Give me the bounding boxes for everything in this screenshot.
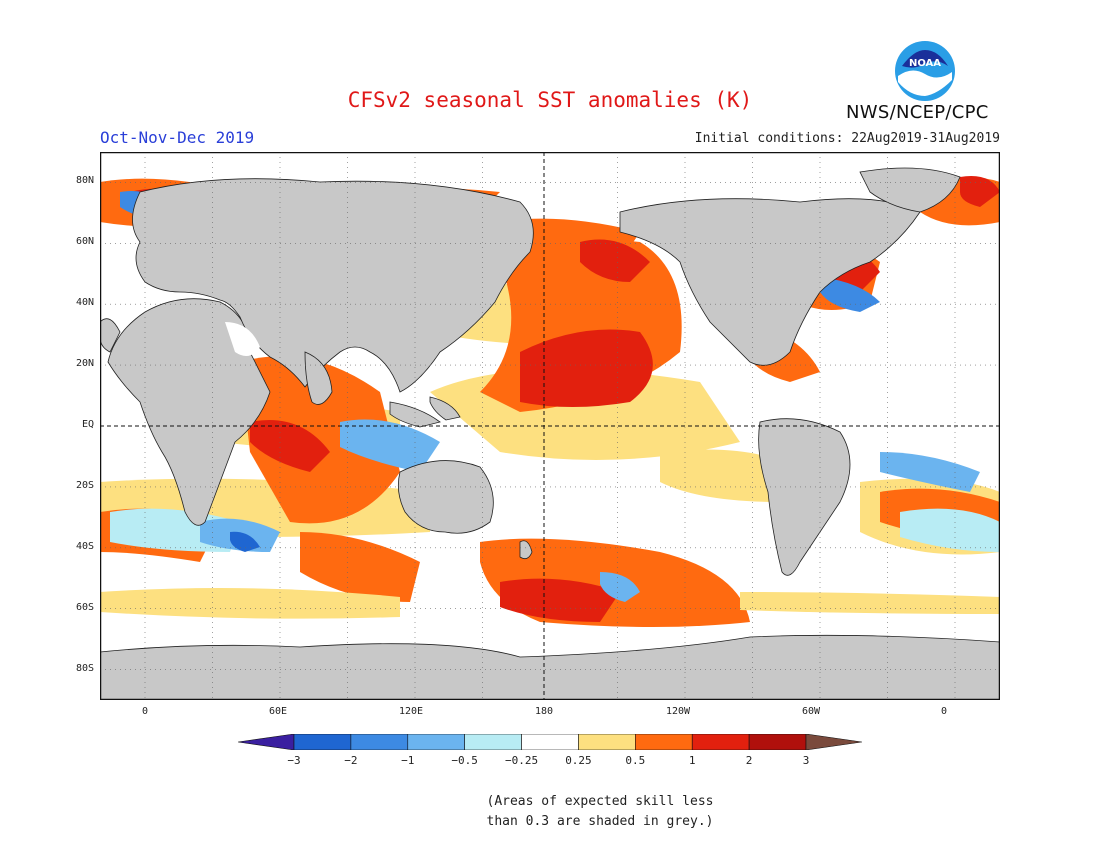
colorbar-segment (407, 733, 465, 751)
colorbar-segment (748, 733, 807, 751)
lat-label-eq: EQ (81, 419, 94, 430)
colorbar-tick-label: 2 (745, 754, 753, 767)
lon-label-180: 180 (534, 706, 554, 717)
colorbar-segment (635, 733, 693, 751)
gridlines (100, 152, 1000, 700)
australia (397, 460, 494, 534)
colorbar-min-arrow (237, 733, 295, 751)
colorbar-segment (578, 733, 636, 751)
colorbar-tick-label: 0.5 (625, 754, 646, 767)
antarctica (100, 634, 1000, 700)
colorbar-tick-label: −1 (401, 754, 415, 767)
north-america (619, 198, 921, 366)
lat-label-20s: 20S (75, 480, 94, 491)
lon-label-60e: 60E (268, 706, 288, 717)
colorbar (237, 733, 863, 751)
skill-note-line-1: (Areas of expected skill less (486, 794, 714, 809)
lat-label-20n: 20N (75, 358, 94, 369)
lat-label-60n: 60N (75, 236, 94, 247)
lon-label-120w: 120W (665, 706, 691, 717)
lon-label-0-west: 0 (141, 706, 149, 717)
map-title: CFSv2 seasonal SST anomalies (K) (347, 88, 753, 112)
colorbar-tick-label: −0.25 (504, 754, 539, 767)
colorbar-tick-label: 0.25 (565, 754, 592, 767)
season-label: Oct-Nov-Dec 2019 (100, 128, 255, 147)
initial-conditions-label: Initial conditions: 22Aug2019-31Aug2019 (694, 131, 1000, 146)
lat-label-40n: 40N (75, 297, 94, 308)
colorbar-tick-label: −0.5 (451, 754, 478, 767)
colorbar-segment (464, 733, 522, 751)
agency-label: NWS/NCEP/CPC (846, 102, 989, 123)
skill-note-line-2: than 0.3 are shaded in grey.) (486, 814, 714, 829)
lat-label-40s: 40S (75, 541, 94, 552)
colorbar-segment (691, 733, 750, 751)
lon-label-60w: 60W (801, 706, 821, 717)
land-masses (100, 167, 1000, 700)
india (304, 351, 333, 405)
map-frame (100, 152, 1000, 700)
greenland (859, 167, 961, 213)
colorbar-tick-label: −3 (287, 754, 301, 767)
lon-label-0-east: 0 (940, 706, 948, 717)
logo-text: NOAA (909, 58, 941, 69)
skill-note: (Areas of expected skill less than 0.3 a… (0, 792, 1100, 832)
sst-anomaly-map (100, 152, 1000, 700)
south-america (758, 418, 851, 576)
colorbar-segment (350, 733, 409, 751)
colorbar-segment (293, 733, 352, 751)
lat-label-60s: 60S (75, 602, 94, 613)
eurasia (132, 178, 534, 393)
colorbar-tick-label: 3 (802, 754, 810, 767)
lat-label-80s: 80S (75, 663, 94, 674)
colorbar-tick-label: −2 (344, 754, 358, 767)
colorbar-tick-label: 1 (688, 754, 696, 767)
colorbar-max-arrow (805, 733, 863, 751)
lon-label-120e: 120E (398, 706, 424, 717)
colorbar-segment (521, 733, 579, 751)
lat-label-80n: 80N (75, 175, 94, 186)
noaa-logo-icon: NOAA (894, 40, 956, 102)
